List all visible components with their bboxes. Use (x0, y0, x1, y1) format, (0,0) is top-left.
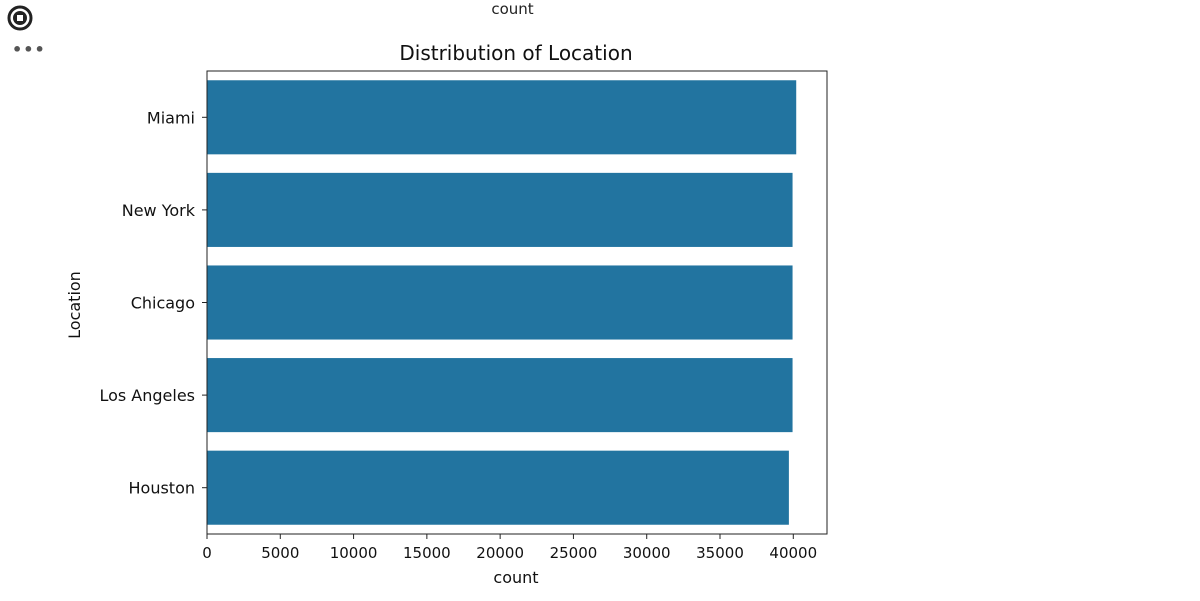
x-axis-label: count (493, 568, 538, 587)
y-tick-label: New York (122, 201, 196, 220)
x-tick-label: 0 (202, 544, 212, 562)
y-axis-ticks: Miami New York Chicago Los Angeles Houston (99, 108, 207, 498)
x-tick-label: 30000 (623, 544, 671, 562)
x-tick-label: 15000 (403, 544, 451, 562)
x-axis-ticks: 0 5000 10000 15000 20000 25000 30000 35000 40000 (202, 534, 817, 562)
bar-miami (207, 80, 797, 155)
bar-new-york (207, 172, 793, 247)
y-tick-label: Chicago (131, 294, 195, 313)
y-axis-label: Location (65, 271, 84, 339)
bar-chicago (207, 265, 793, 340)
chart-title: Distribution of Location (399, 41, 632, 65)
y-tick-label: Los Angeles (99, 386, 195, 405)
bar-los-angeles (207, 358, 793, 433)
y-tick-label: Miami (147, 108, 195, 127)
x-tick-label: 20000 (476, 544, 524, 562)
x-tick-label: 5000 (261, 544, 299, 562)
x-tick-label: 35000 (696, 544, 744, 562)
bars-group (207, 80, 797, 525)
x-tick-label: 10000 (330, 544, 378, 562)
x-tick-label: 25000 (550, 544, 598, 562)
stop-circle-icon[interactable] (6, 4, 34, 32)
bar-houston (207, 450, 789, 525)
cell-gutter: ••• (0, 0, 45, 597)
x-tick-label: 40000 (769, 544, 817, 562)
cropped-previous-output-label: count (491, 0, 534, 18)
y-tick-label: Houston (129, 479, 196, 498)
